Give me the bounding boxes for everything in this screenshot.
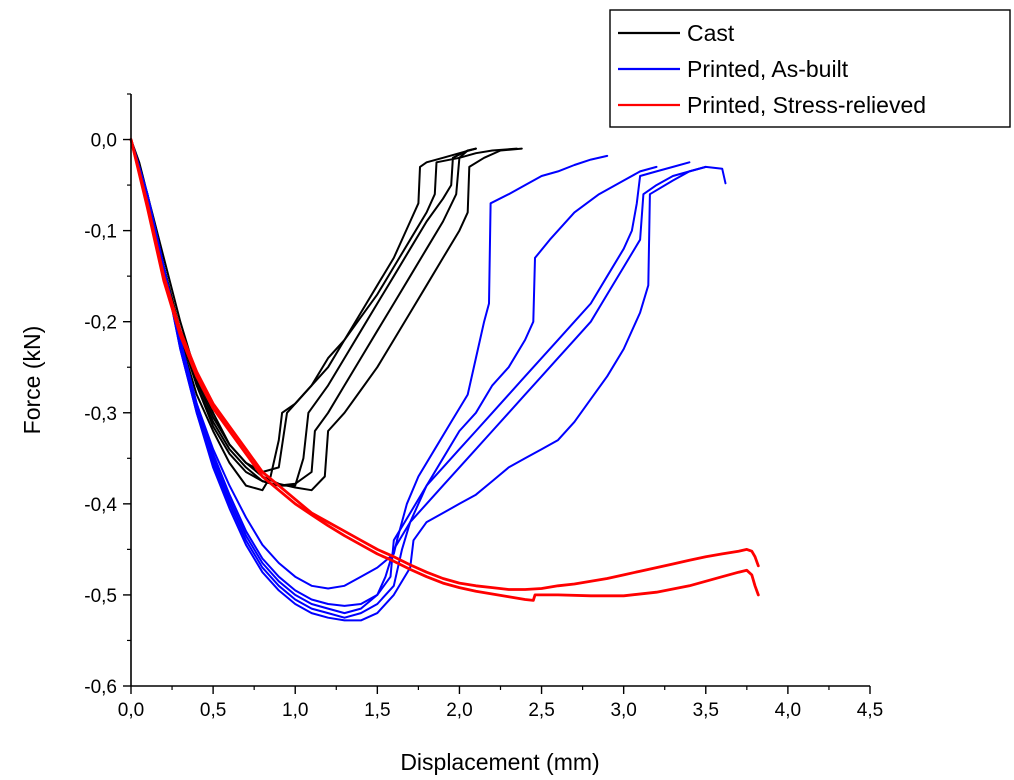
series-line-printed-as-built-5 — [130, 138, 707, 622]
y-tick-label: -0,6 — [84, 677, 117, 698]
y-tick-label: -0,5 — [84, 586, 117, 607]
series-line-cast-1 — [130, 138, 477, 492]
legend: Cast Printed, As-built Printed, Stress-rel… — [609, 9, 1011, 128]
x-tick-label: 3,0 — [610, 700, 636, 721]
y-axis-title: Force (kN) — [19, 326, 45, 435]
x-tick-label: 1,5 — [364, 700, 390, 721]
series-line-cast-3 — [130, 138, 469, 487]
series-line-printed-as-built-3 — [130, 138, 691, 615]
legend-label: Printed, As-built — [687, 56, 849, 82]
plot-area — [129, 138, 760, 622]
series-line-printed-stress-relieved-1 — [129, 138, 760, 591]
legend-label: Printed, Stress-relieved — [687, 92, 926, 118]
x-tick-label: 3,5 — [693, 700, 719, 721]
x-tick-label: 2,5 — [528, 700, 554, 721]
y-tick-label: -0,2 — [84, 313, 117, 334]
series-line-cast-5 — [130, 138, 523, 492]
x-tick-label: 0,0 — [118, 700, 144, 721]
y-tick-label: -0,1 — [84, 222, 117, 243]
x-tick-label: 1,0 — [282, 700, 308, 721]
series-line-printed-as-built-2 — [130, 138, 658, 607]
x-tick-label: 0,5 — [200, 700, 226, 721]
x-tick-label: 2,0 — [446, 700, 472, 721]
series-line-cast-2 — [130, 138, 518, 473]
y-tick-label: -0,3 — [84, 404, 117, 425]
x-tick-label: 4,0 — [775, 700, 801, 721]
series-line-cast-4 — [130, 138, 477, 487]
series-line-printed-stress-relieved-2 — [129, 138, 760, 602]
axes: 0,0 0,5 1,0 1,5 2,0 2,5 3,0 3,5 4,0 4,5 0,0 -0,1 -0,… — [84, 93, 883, 721]
series-line-printed-as-built-4 — [130, 138, 727, 619]
y-tick-label: 0,0 — [91, 131, 117, 152]
y-tick-label: -0,4 — [84, 495, 117, 516]
x-axis-title: Displacement (mm) — [400, 749, 599, 775]
x-tick-label: 4,5 — [857, 700, 883, 721]
legend-label: Cast — [687, 20, 735, 46]
